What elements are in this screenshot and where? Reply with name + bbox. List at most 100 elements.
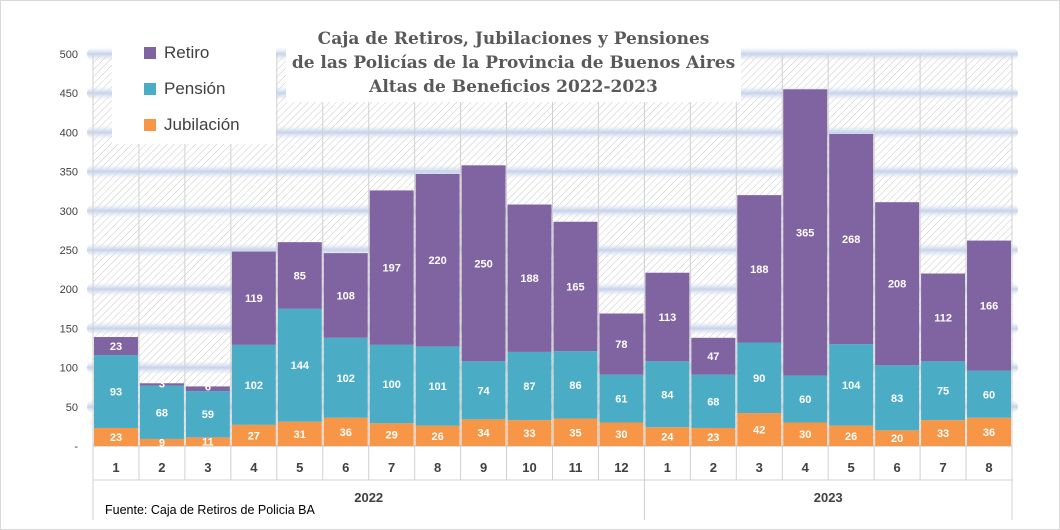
bar-segment-retiro bbox=[553, 221, 598, 352]
bar-segment-pensin bbox=[323, 337, 368, 418]
data-label: 24 bbox=[661, 432, 674, 444]
data-label: 78 bbox=[615, 339, 627, 351]
bar-segment-jubilacin bbox=[507, 420, 552, 446]
data-label: 112 bbox=[934, 312, 952, 324]
data-label: 26 bbox=[432, 431, 444, 443]
data-label: 85 bbox=[294, 270, 306, 282]
chart-title-line-2: de las Policías de la Provincia de Bueno… bbox=[291, 53, 736, 73]
bar-segment-jubilacin bbox=[93, 427, 138, 446]
data-label: 68 bbox=[707, 396, 719, 408]
data-label: 6 bbox=[205, 381, 211, 393]
data-label: 100 bbox=[382, 379, 400, 391]
bar-segment-retiro bbox=[691, 337, 736, 375]
data-label: 144 bbox=[291, 360, 310, 372]
y-tick-label: 350 bbox=[60, 167, 78, 179]
bar-segment-pensin bbox=[967, 370, 1012, 418]
bar-segment-jubilacin bbox=[737, 413, 782, 446]
data-label: 165 bbox=[566, 281, 584, 293]
data-label: 36 bbox=[983, 427, 995, 439]
data-label: 104 bbox=[842, 380, 861, 392]
x-tick-label: 8 bbox=[985, 460, 992, 475]
data-label: 31 bbox=[294, 429, 306, 441]
bar-segment-retiro bbox=[921, 273, 966, 362]
y-tick-label: 250 bbox=[60, 245, 78, 257]
legend-item-retiro: Retiro bbox=[144, 43, 209, 63]
bar-segment-jubilacin bbox=[231, 424, 276, 446]
data-label: 108 bbox=[337, 290, 355, 302]
bar-segment-pensin bbox=[415, 346, 460, 426]
bar-segment-pensin bbox=[461, 361, 506, 420]
bar-segment-jubilacin bbox=[783, 422, 828, 446]
x-tick-label: 2 bbox=[710, 460, 717, 475]
bar-segment-jubilacin bbox=[277, 421, 322, 446]
data-label: 93 bbox=[110, 387, 122, 399]
data-label: 61 bbox=[615, 394, 627, 406]
legend-item-pension: Pensión bbox=[144, 79, 225, 99]
bar-segment-pensin bbox=[691, 374, 736, 428]
data-label: 84 bbox=[661, 389, 674, 401]
bar-segment-retiro bbox=[185, 386, 230, 392]
data-label: 33 bbox=[523, 428, 535, 440]
y-tick-label: 100 bbox=[60, 363, 78, 375]
data-label: 59 bbox=[202, 409, 214, 421]
bar-segment-pensin bbox=[737, 342, 782, 414]
y-tick-label: 400 bbox=[60, 127, 78, 139]
bar-segment-pensin bbox=[921, 361, 966, 421]
data-label: 86 bbox=[569, 380, 581, 392]
bar-segment-pensin bbox=[93, 355, 138, 428]
data-label: 87 bbox=[523, 381, 535, 393]
y-tick-label: 500 bbox=[60, 49, 78, 61]
x-tick-label: 9 bbox=[480, 460, 487, 475]
data-label: 90 bbox=[753, 373, 765, 385]
bar-segment-pensin bbox=[369, 344, 414, 424]
y-tick-label: 50 bbox=[66, 402, 78, 414]
data-label: 23 bbox=[707, 432, 719, 444]
chart-title-line-1: Caja de Retiros, Jubilaciones y Pensione… bbox=[317, 29, 710, 49]
data-label: 36 bbox=[340, 427, 352, 439]
x-tick-label: 4 bbox=[802, 460, 810, 475]
x-tick-label: 3 bbox=[756, 460, 763, 475]
legend-swatch-retiro bbox=[144, 47, 156, 59]
data-label: 220 bbox=[428, 255, 446, 267]
x-tick-label: 3 bbox=[204, 460, 211, 475]
bar-segment-retiro bbox=[737, 195, 782, 343]
data-label: 26 bbox=[845, 431, 857, 443]
legend-label-pension: Pensión bbox=[164, 79, 226, 98]
bar-segment-jubilacin bbox=[323, 417, 368, 446]
x-tick-label: 7 bbox=[939, 460, 946, 475]
bar-segment-retiro bbox=[231, 251, 276, 345]
bar-segment-jubilacin bbox=[139, 438, 184, 446]
bar-segment-pensin bbox=[231, 344, 276, 425]
bar-segment-jubilacin bbox=[645, 427, 690, 446]
data-label: 47 bbox=[707, 351, 719, 363]
legend-item-jubilacion: Jubilación bbox=[144, 115, 240, 135]
data-label: 23 bbox=[110, 432, 122, 444]
data-label: 60 bbox=[983, 389, 995, 401]
bar-segment-jubilacin bbox=[185, 437, 230, 446]
bar-segment-jubilacin bbox=[921, 420, 966, 446]
bar-segment-jubilacin bbox=[461, 419, 506, 446]
data-label: 113 bbox=[659, 312, 677, 324]
data-label: 11 bbox=[202, 437, 214, 449]
data-label: 166 bbox=[980, 301, 998, 313]
x-tick-label: 4 bbox=[250, 460, 258, 475]
data-label: 208 bbox=[888, 279, 906, 291]
bar-segment-pensin bbox=[185, 391, 230, 438]
data-label: 60 bbox=[799, 394, 811, 406]
bar-segment-pensin bbox=[599, 374, 644, 423]
bar-segment-jubilacin bbox=[691, 427, 736, 446]
data-label: 29 bbox=[386, 430, 398, 442]
y-tick-label: 450 bbox=[60, 88, 78, 100]
bar-segment-retiro bbox=[277, 242, 322, 309]
y-tick-label: - bbox=[74, 441, 78, 453]
bar-segment-pensin bbox=[553, 351, 598, 419]
legend-swatch-pension bbox=[144, 83, 156, 95]
chart-title: Caja de Retiros, Jubilaciones y Pensione… bbox=[286, 27, 741, 102]
x-tick-label: 2 bbox=[158, 460, 165, 475]
chart-legend: Retiro Pensión Jubilación bbox=[112, 40, 276, 144]
bar-segment-jubilacin bbox=[415, 425, 460, 446]
data-label: 33 bbox=[937, 428, 949, 440]
bar-segment-jubilacin bbox=[599, 422, 644, 446]
data-label: 30 bbox=[799, 429, 811, 441]
data-label: 42 bbox=[753, 425, 765, 437]
